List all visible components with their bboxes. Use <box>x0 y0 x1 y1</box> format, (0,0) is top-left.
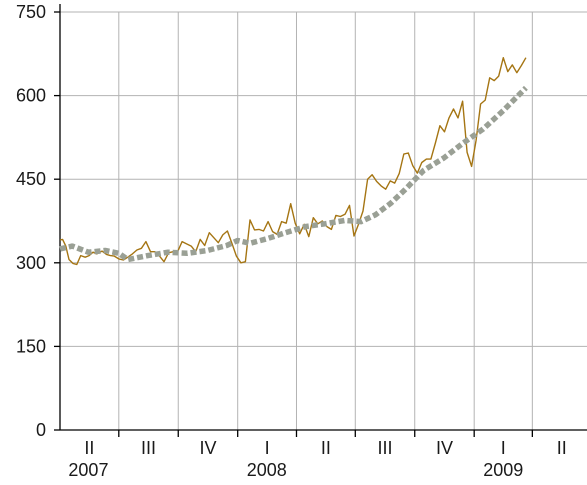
x-tick-label: II <box>557 438 567 458</box>
x-tick-label: IV <box>436 438 453 458</box>
y-tick-label: 150 <box>16 336 46 356</box>
series <box>59 57 528 266</box>
x-tick-label: II <box>321 438 331 458</box>
x-tick-label: III <box>378 438 393 458</box>
trend-line <box>59 85 528 263</box>
axes <box>54 4 587 437</box>
x-tick-label: IV <box>199 438 216 458</box>
trend-series <box>59 85 528 263</box>
grid <box>60 11 587 430</box>
x-tick-label: II <box>84 438 94 458</box>
x-tick-label: I <box>501 438 506 458</box>
x-tick-label: I <box>265 438 270 458</box>
y-tick-label: 450 <box>16 169 46 189</box>
value-series <box>59 57 527 266</box>
y-tick-label: 0 <box>36 420 46 440</box>
x-year-label: 2007 <box>68 460 108 480</box>
y-tick-label: 750 <box>16 2 46 22</box>
y-tick-label: 300 <box>16 253 46 273</box>
x-year-label: 2008 <box>247 460 287 480</box>
x-tick-label: III <box>141 438 156 458</box>
value-line <box>59 57 527 266</box>
y-tick-label: 600 <box>16 86 46 106</box>
x-year-label: 2009 <box>483 460 523 480</box>
